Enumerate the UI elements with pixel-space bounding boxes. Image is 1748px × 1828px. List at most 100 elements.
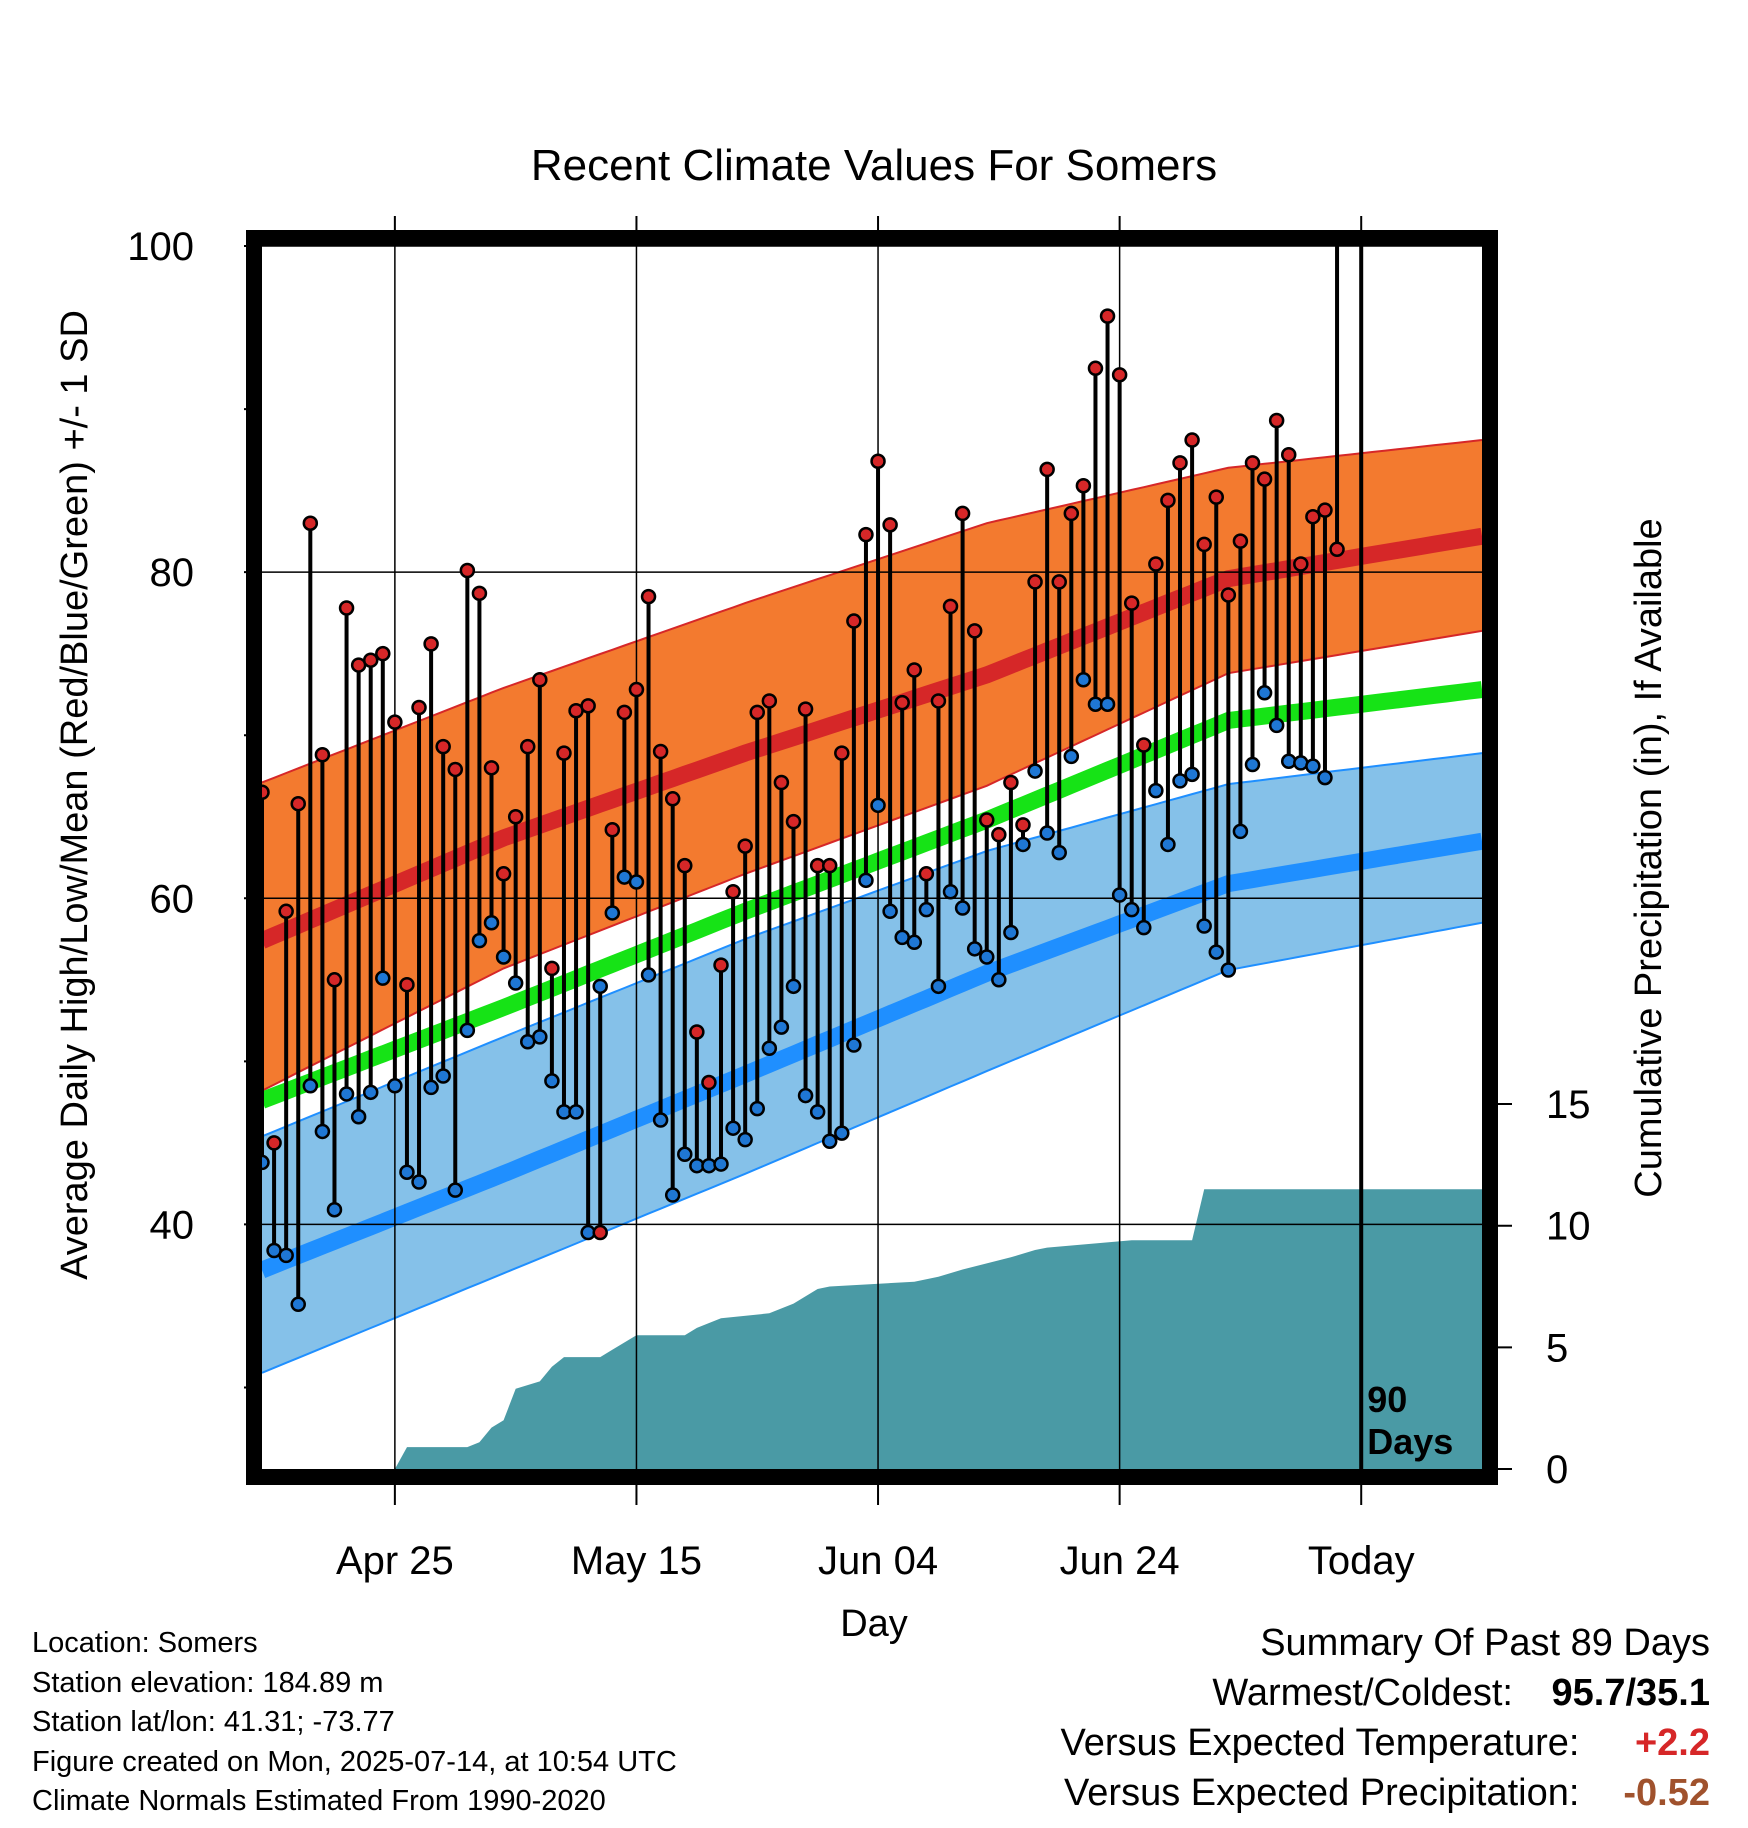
high-point-29 (604, 822, 621, 838)
low-point-40 (737, 1131, 753, 1148)
high-point-6 (326, 972, 343, 988)
high-point-3 (290, 795, 306, 812)
low-point-78 (1196, 918, 1212, 934)
high-point-60 (979, 812, 995, 828)
low-point-21 (507, 975, 524, 991)
low-point-24 (544, 1073, 560, 1089)
low-point-5 (314, 1123, 331, 1140)
high-point-75 (1160, 492, 1176, 509)
high-point-15 (435, 738, 451, 755)
high-point-45 (797, 701, 814, 717)
plot-area: 90 Days (262, 246, 1482, 1469)
low-point-63 (1015, 836, 1031, 853)
low-point-42 (761, 1040, 778, 1057)
high-point-61 (991, 826, 1007, 843)
high-point-52 (882, 517, 898, 533)
high-point-53 (894, 694, 910, 711)
high-point-18 (471, 585, 488, 602)
y-tick-label-2: 60 (150, 877, 195, 921)
low-point-65 (1039, 825, 1055, 841)
warm-cold-value: 95.7/35.1 (1551, 1672, 1710, 1714)
high-point-62 (1003, 774, 1019, 791)
low-point-38 (713, 1156, 729, 1172)
low-point-18 (471, 932, 488, 949)
high-point-42 (761, 693, 778, 709)
y-tick-label-0: 100 (127, 225, 194, 269)
high-point-50 (858, 526, 874, 543)
low-point-45 (797, 1087, 814, 1104)
low-point-81 (1232, 823, 1249, 840)
station-info: Location: Somers Station elevation: 184.… (32, 1624, 677, 1822)
plot-frame (246, 230, 1498, 1485)
high-point-10 (375, 645, 391, 662)
high-point-25 (556, 745, 572, 761)
high-point-59 (966, 623, 983, 639)
low-point-48 (834, 1125, 850, 1141)
high-point-2 (278, 903, 294, 920)
high-point-55 (918, 866, 935, 882)
low-point-61 (991, 972, 1007, 988)
y2-tick-label-3: 0 (1546, 1448, 1568, 1492)
low-point-51 (870, 797, 886, 814)
low-point-49 (846, 1037, 862, 1053)
y-axis-label: Average Daily High/Low/Mean (Red/Blue/Gr… (54, 310, 96, 1280)
x-tick-label-2: Jun 04 (818, 1539, 938, 1583)
high-point-41 (749, 704, 765, 721)
normals-text: Climate Normals Estimated From 1990-2020 (32, 1785, 606, 1817)
high-point-87 (1305, 508, 1321, 525)
high-point-68 (1075, 477, 1092, 494)
high-point-0 (262, 784, 270, 801)
low-point-34 (664, 1187, 681, 1203)
high-point-27 (580, 698, 596, 714)
high-point-71 (1111, 367, 1128, 383)
high-point-89 (1329, 541, 1345, 558)
high-point-57 (942, 598, 959, 615)
high-point-85 (1280, 446, 1297, 463)
high-point-40 (737, 838, 753, 854)
precip-area (262, 1189, 1482, 1469)
y2-tick-label-2: 5 (1546, 1326, 1568, 1370)
low-point-80 (1220, 962, 1237, 978)
high-point-69 (1087, 360, 1104, 377)
low-point-14 (423, 1079, 439, 1096)
precip-row: Versus Expected Precipitation: -0.52 (1064, 1772, 1710, 1815)
low-point-10 (375, 970, 391, 986)
high-point-70 (1099, 308, 1116, 324)
low-point-79 (1208, 944, 1225, 960)
x-tick-label-4: Today (1308, 1539, 1415, 1583)
elevation-text: Station elevation: 184.89 m (32, 1666, 384, 1699)
low-point-9 (362, 1084, 379, 1101)
low-point-54 (906, 934, 923, 951)
high-point-66 (1051, 574, 1067, 590)
low-point-60 (979, 949, 995, 965)
high-point-9 (362, 652, 379, 668)
high-plus-sd-line (262, 439, 1482, 784)
high-point-12 (399, 976, 415, 993)
high-point-63 (1015, 817, 1031, 833)
high-point-31 (628, 681, 645, 698)
low-point-71 (1111, 887, 1128, 903)
high-point-81 (1232, 533, 1249, 549)
low-point-29 (604, 905, 621, 921)
high-point-33 (652, 743, 669, 760)
high-point-36 (689, 1024, 705, 1040)
high-point-86 (1293, 556, 1309, 572)
high-point-1 (266, 1135, 282, 1151)
high-point-64 (1027, 574, 1043, 590)
low-point-62 (1003, 924, 1019, 941)
low-point-46 (809, 1104, 826, 1120)
created-text: Figure created on Mon, 2025-07-14, at 10… (32, 1745, 677, 1778)
low-point-8 (350, 1109, 367, 1125)
low-point-70 (1099, 696, 1116, 712)
high-point-30 (616, 704, 633, 721)
latlon-text: Station lat/lon: 41.31; -73.77 (32, 1706, 395, 1738)
low-normal-line (262, 832, 1482, 1278)
low-point-3 (290, 1296, 306, 1313)
high-point-76 (1172, 455, 1188, 471)
low-point-4 (302, 1078, 319, 1094)
low-point-6 (326, 1201, 343, 1218)
high-point-77 (1184, 432, 1200, 448)
low-point-17 (459, 1022, 476, 1039)
high-point-54 (906, 662, 923, 678)
